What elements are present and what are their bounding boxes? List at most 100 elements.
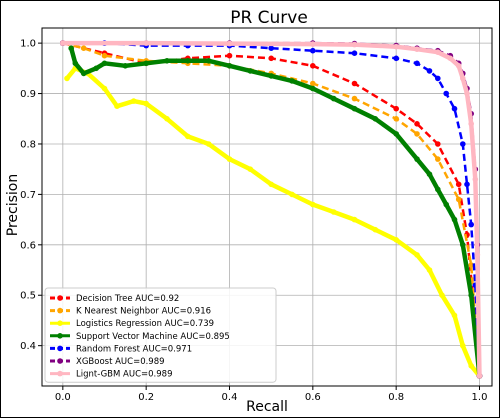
data-point bbox=[464, 181, 470, 188]
data-point bbox=[101, 60, 108, 67]
data-point bbox=[468, 121, 475, 127]
legend-marker bbox=[57, 295, 63, 301]
legend-marker bbox=[57, 320, 63, 327]
data-point bbox=[101, 85, 108, 92]
data-point bbox=[226, 40, 233, 47]
data-point bbox=[451, 105, 458, 112]
data-point bbox=[68, 45, 74, 51]
plot-area-border bbox=[41, 27, 493, 387]
data-point bbox=[80, 70, 87, 77]
series-logistics-regression bbox=[64, 65, 483, 379]
data-point bbox=[351, 50, 358, 56]
x-axis-title: Recall bbox=[246, 399, 288, 415]
y-tick-label: 1.0 bbox=[20, 39, 36, 50]
legend-label: K Nearest Neighbor AUC=0.916 bbox=[76, 307, 211, 317]
legend-item: Decision Tree AUC=0.92 bbox=[50, 294, 179, 304]
data-point bbox=[426, 171, 433, 177]
data-point bbox=[247, 68, 254, 74]
data-point bbox=[205, 58, 212, 64]
data-point bbox=[247, 166, 254, 172]
data-point bbox=[205, 141, 212, 147]
data-point bbox=[414, 60, 420, 67]
legend-item: Logistics Regression AUC=0.739 bbox=[50, 319, 214, 329]
data-point bbox=[226, 63, 233, 69]
data-point bbox=[351, 216, 358, 223]
data-point bbox=[310, 63, 316, 69]
x-tick-label: 0.0 bbox=[55, 392, 71, 403]
data-point bbox=[330, 95, 337, 102]
data-point bbox=[464, 90, 470, 97]
series-line bbox=[65, 66, 482, 378]
data-point bbox=[414, 46, 420, 52]
x-tick-label: 0.2 bbox=[138, 392, 154, 403]
data-point bbox=[460, 141, 466, 147]
data-point bbox=[130, 98, 137, 104]
data-point bbox=[268, 55, 275, 62]
x-tick-label: 0.6 bbox=[305, 392, 321, 403]
data-point bbox=[468, 221, 475, 228]
data-point bbox=[414, 121, 420, 127]
data-point bbox=[393, 131, 400, 137]
data-point bbox=[435, 141, 441, 147]
data-point bbox=[393, 116, 400, 122]
data-point bbox=[372, 116, 379, 122]
data-point bbox=[474, 252, 481, 258]
data-point bbox=[226, 156, 233, 162]
data-point bbox=[164, 58, 170, 64]
data-point bbox=[393, 55, 400, 62]
data-point bbox=[101, 52, 108, 59]
y-tick-label: 0.8 bbox=[20, 139, 36, 150]
legend-item: Support Vector Machine AUC=0.895 bbox=[50, 332, 230, 342]
data-point bbox=[64, 75, 70, 82]
data-point bbox=[476, 373, 483, 379]
data-point bbox=[289, 78, 295, 84]
chart-title: PR Curve bbox=[230, 8, 308, 28]
data-point bbox=[393, 237, 400, 243]
legend-label: Logistics Regression AUC=0.739 bbox=[76, 319, 214, 329]
data-point bbox=[455, 181, 462, 188]
legend-item: XGBoost AUC=0.989 bbox=[50, 357, 165, 367]
data-point bbox=[268, 73, 275, 79]
data-point bbox=[226, 52, 233, 59]
x-tick-label: 0.8 bbox=[388, 392, 404, 403]
data-point bbox=[414, 131, 420, 137]
data-point bbox=[122, 63, 129, 69]
data-point bbox=[426, 267, 433, 273]
legend-marker bbox=[57, 370, 63, 377]
data-point bbox=[435, 186, 441, 193]
legend-marker bbox=[57, 333, 63, 339]
legend-label: XGBoost AUC=0.989 bbox=[76, 357, 165, 367]
legend-label: Random Forest AUC=0.971 bbox=[76, 344, 192, 354]
legend-marker bbox=[57, 307, 63, 314]
data-point bbox=[435, 156, 441, 162]
data-point bbox=[351, 41, 358, 48]
data-point bbox=[435, 75, 441, 82]
data-point bbox=[310, 80, 316, 87]
legend-item: K Nearest Neighbor AUC=0.916 bbox=[50, 307, 211, 317]
data-point bbox=[393, 105, 400, 112]
data-point bbox=[451, 216, 458, 223]
data-point bbox=[164, 116, 170, 122]
series-layer bbox=[60, 40, 483, 379]
y-tick-label: 0.7 bbox=[20, 190, 36, 201]
series-lignt-gbm bbox=[60, 40, 483, 379]
legend-marker bbox=[57, 345, 63, 352]
data-point bbox=[310, 201, 316, 208]
data-point bbox=[460, 242, 466, 248]
data-point bbox=[143, 100, 149, 107]
y-tick-label: 0.6 bbox=[20, 240, 36, 251]
data-point bbox=[414, 252, 420, 258]
data-point bbox=[185, 133, 191, 140]
data-point bbox=[393, 43, 400, 50]
series-support-vector-machine bbox=[68, 45, 483, 379]
data-point bbox=[268, 45, 275, 51]
data-point bbox=[310, 41, 316, 47]
data-point bbox=[351, 95, 358, 102]
x-tick-label: 1.0 bbox=[472, 392, 488, 403]
data-point bbox=[460, 342, 466, 349]
data-point bbox=[143, 60, 149, 67]
data-point bbox=[372, 226, 379, 233]
data-point bbox=[80, 45, 87, 51]
data-point bbox=[468, 363, 475, 369]
